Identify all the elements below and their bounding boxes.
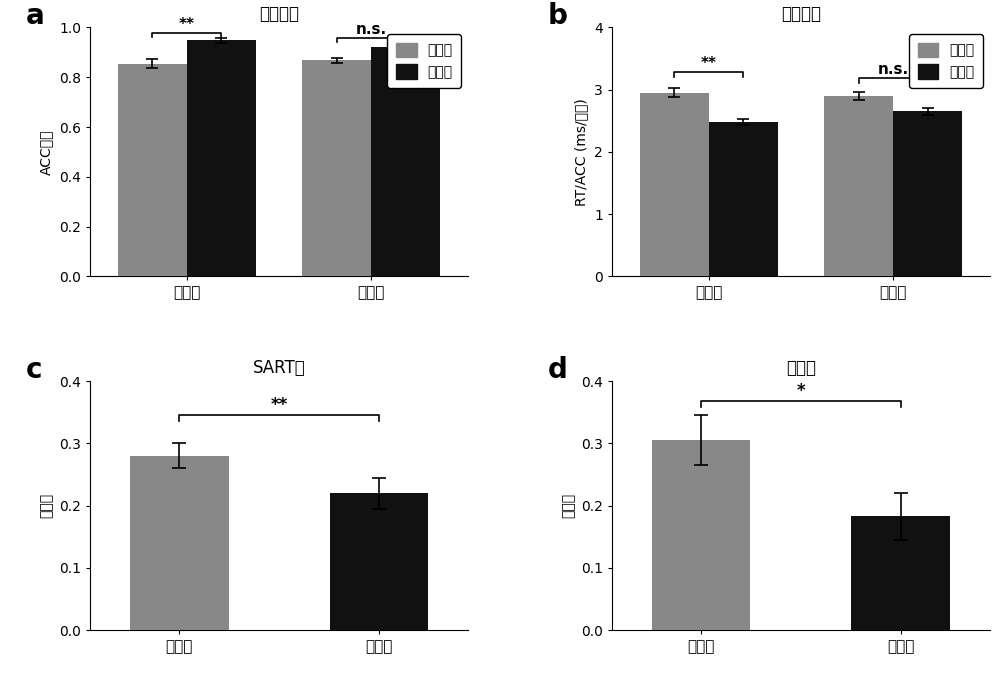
Bar <box>824 96 893 277</box>
Title: SART块: SART块 <box>253 359 305 377</box>
Bar <box>330 493 428 630</box>
Text: d: d <box>548 356 567 384</box>
Bar <box>187 40 256 277</box>
Text: **: ** <box>701 56 717 71</box>
Bar <box>371 47 440 277</box>
Bar <box>893 112 962 277</box>
Bar <box>130 456 229 630</box>
Y-axis label: RT/ACC (ms/次数): RT/ACC (ms/次数) <box>574 98 588 206</box>
Title: 控制块: 控制块 <box>786 359 816 377</box>
Bar <box>709 122 778 277</box>
Bar <box>652 440 750 630</box>
Bar <box>302 60 371 277</box>
Y-axis label: 错误率: 错误率 <box>39 493 53 519</box>
Text: n.s.: n.s. <box>356 22 387 37</box>
Text: n.s.: n.s. <box>878 62 909 77</box>
Text: **: ** <box>179 17 195 32</box>
Legend: 训练前, 训练后: 训练前, 训练后 <box>387 34 461 88</box>
Title: 运算任务: 运算任务 <box>259 5 299 23</box>
Legend: 训练前, 训练后: 训练前, 训练后 <box>909 34 983 88</box>
Text: c: c <box>26 356 42 384</box>
Y-axis label: ACC比率: ACC比率 <box>39 129 53 175</box>
Bar <box>640 92 709 277</box>
Text: *: * <box>797 382 805 399</box>
Y-axis label: 错误率: 错误率 <box>561 493 575 519</box>
Title: 运算任务: 运算任务 <box>781 5 821 23</box>
Text: a: a <box>26 3 44 31</box>
Bar <box>118 64 187 277</box>
Bar <box>851 516 950 630</box>
Text: **: ** <box>270 396 288 414</box>
Text: b: b <box>548 3 567 31</box>
